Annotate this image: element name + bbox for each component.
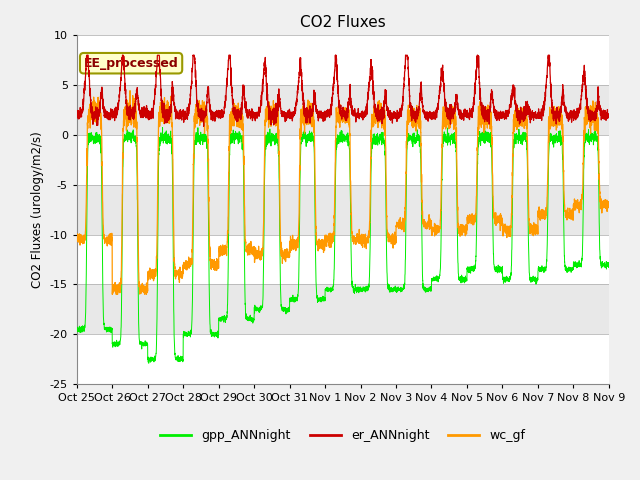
Y-axis label: CO2 Fluxes (urology/m2/s): CO2 Fluxes (urology/m2/s) — [31, 132, 44, 288]
Text: EE_processed: EE_processed — [84, 57, 179, 70]
Title: CO2 Fluxes: CO2 Fluxes — [300, 15, 386, 30]
Bar — [77, 85, 609, 135]
Bar — [77, 36, 609, 85]
Bar — [77, 334, 609, 384]
Bar — [77, 284, 609, 334]
Bar — [77, 185, 609, 235]
Legend: gpp_ANNnight, er_ANNnight, wc_gf: gpp_ANNnight, er_ANNnight, wc_gf — [156, 424, 531, 447]
Bar — [77, 135, 609, 185]
Bar — [77, 235, 609, 284]
